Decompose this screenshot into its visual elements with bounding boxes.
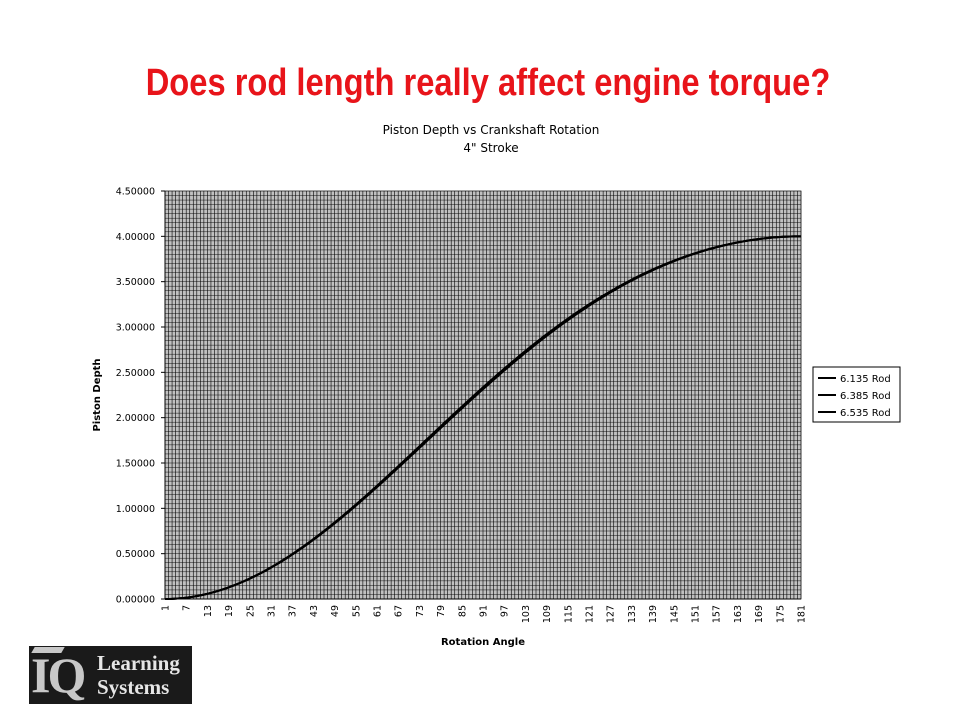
x-tick-label: 85 [457, 605, 468, 617]
legend-entry: 6.135 Rod [840, 374, 891, 385]
y-tick-label: 3.50000 [116, 277, 155, 288]
x-tick-label: 115 [563, 605, 574, 623]
x-axis-label: Rotation Angle [441, 637, 525, 648]
x-tick-label: 175 [775, 605, 786, 623]
x-tick-label: 139 [648, 605, 659, 623]
logo-word-learning: Learning [97, 651, 180, 675]
y-tick-label: 4.50000 [116, 187, 155, 198]
y-tick-label: 0.00000 [116, 595, 155, 606]
x-tick-label: 127 [606, 605, 617, 623]
y-tick-label: 2.50000 [116, 368, 155, 379]
x-tick-label: 31 [267, 605, 278, 617]
y-tick-label: 1.00000 [116, 504, 155, 515]
x-tick-label: 19 [224, 605, 235, 617]
x-tick-label: 67 [394, 605, 405, 617]
horizontal-gridlines [165, 190, 801, 600]
legend-entry: 6.385 Rod [840, 391, 891, 402]
x-tick-label: 55 [351, 605, 362, 617]
y-axis-label: Piston Depth [92, 358, 103, 431]
y-tick-label: 2.00000 [116, 413, 155, 424]
x-tick-label: 121 [585, 605, 596, 623]
x-tick-label: 79 [436, 605, 447, 617]
chart-subtitle: 4" Stroke [463, 141, 518, 155]
x-tick-label: 157 [712, 605, 723, 623]
chart-title: Piston Depth vs Crankshaft Rotation [383, 123, 600, 137]
series-line [164, 235, 802, 600]
x-tick-label: 103 [521, 605, 532, 623]
x-tick-label: 145 [669, 605, 680, 623]
iq-learning-systems-logo: IQ Learning Systems [29, 646, 192, 704]
x-tick-label: 7 [182, 605, 193, 611]
x-tick-label: 25 [245, 605, 256, 617]
logo-word-systems: Systems [97, 675, 170, 699]
legend: 6.135 Rod 6.385 Rod 6.535 Rod [812, 366, 901, 423]
x-tick-label: 49 [330, 605, 341, 617]
x-tick-label: 13 [203, 605, 214, 617]
x-tick-labels: 1 7 13 19 25 31 37 43 49 55 61 67 73 79 85 91 97 103 109 11… [161, 605, 808, 623]
x-tick-label: 169 [754, 605, 765, 623]
x-tick-label: 43 [309, 605, 320, 617]
x-tick-label: 91 [479, 605, 490, 617]
x-tick-label: 181 [797, 605, 808, 623]
series-lines [164, 235, 802, 600]
x-tick-label: 97 [500, 605, 511, 617]
legend-entry: 6.535 Rod [840, 408, 891, 419]
x-tick-label: 61 [373, 605, 384, 617]
y-tick-labels: 0.00000 0.50000 1.00000 1.50000 2.00000 2.500… [116, 187, 165, 606]
y-tick-label: 4.00000 [116, 232, 155, 243]
y-tick-label: 1.50000 [116, 459, 155, 470]
x-tick-label: 1 [161, 605, 172, 611]
y-tick-label: 3.00000 [116, 323, 155, 334]
x-tick-label: 163 [733, 605, 744, 623]
y-tick-label: 0.50000 [116, 549, 155, 560]
logo-mark: IQ [31, 647, 86, 703]
x-tick-label: 37 [288, 605, 299, 617]
x-tick-label: 109 [542, 605, 553, 623]
slide-title: Does rod length really affect engine tor… [145, 62, 831, 104]
x-tick-label: 73 [415, 605, 426, 617]
x-tick-label: 133 [627, 605, 638, 623]
x-tick-label: 151 [691, 605, 702, 623]
